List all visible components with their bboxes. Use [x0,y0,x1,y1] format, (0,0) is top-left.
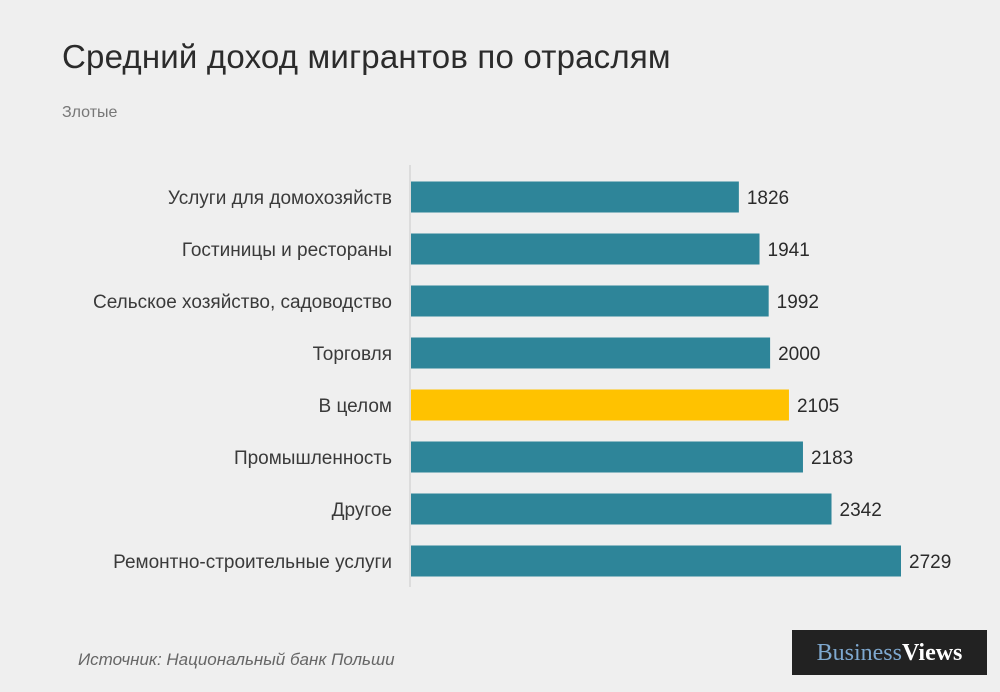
category-label: Торговля [313,344,392,365]
bar-2 [411,233,760,265]
value-label: 2729 [909,552,951,573]
value-label: 2105 [797,396,839,417]
value-label: 1826 [747,188,789,209]
category-label: Промышленность [234,448,392,469]
value-label: 1941 [768,240,810,261]
value-label: 2342 [840,500,882,521]
bar-3 [411,285,769,317]
bar-6 [411,441,803,473]
category-label: В целом [319,396,393,417]
chart-title: Средний доход мигрантов по отраслям [62,38,671,75]
bar-1 [411,181,739,213]
chart-subtitle: Злотые [62,104,118,121]
source-note: Источник: Национальный банк Польши [78,650,395,669]
category-label: Другое [332,500,392,521]
logo-text-views: Views [901,640,963,666]
value-label: 2000 [778,344,820,365]
bar-8 [411,545,901,577]
bar-7 [411,493,832,525]
businessviews-logo: BusinessViews [792,630,987,675]
category-label: Ремонтно-строительные услуги [113,552,392,573]
category-label: Гостиницы и рестораны [182,240,392,261]
value-label: 2183 [811,448,853,469]
value-label: 1992 [777,292,819,313]
bar-4 [411,337,771,369]
bar-5 [411,389,789,421]
logo-text-business: Business [816,640,902,666]
category-label: Услуги для домохозяйств [168,188,392,209]
category-label: Сельское хозяйство, садоводство [93,292,392,313]
